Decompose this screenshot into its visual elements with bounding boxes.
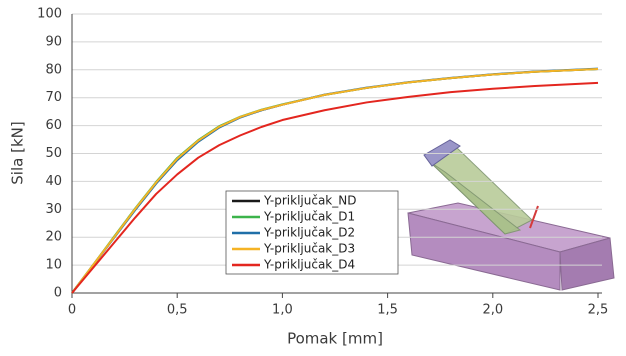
y-axis-label: Sila [kN] bbox=[9, 121, 27, 184]
y-tick-label: 100 bbox=[37, 7, 62, 22]
y-tick-label: 20 bbox=[45, 230, 62, 245]
chart: 0 10 20 30 40 50 60 70 80 90 100 0 0,5 1,0 1,5 2,0 2,5 Y… bbox=[0, 0, 626, 352]
y-tick-label: 80 bbox=[45, 62, 62, 77]
x-tick-label: 0 bbox=[68, 303, 76, 318]
page: {"chart_data": { "type": "line", "x_labe… bbox=[0, 0, 626, 352]
y-tick-label: 0 bbox=[54, 286, 62, 301]
y-tick-label: 90 bbox=[45, 34, 62, 49]
y-tick-label: 70 bbox=[45, 90, 62, 105]
legend-label: Y-priključak_D2 bbox=[263, 226, 355, 240]
x-tick-label: 0,5 bbox=[167, 303, 188, 318]
y-tick-label: 10 bbox=[45, 258, 62, 273]
x-axis-label: Pomak [mm] bbox=[287, 330, 383, 348]
x-tick-label: 1,5 bbox=[377, 303, 398, 318]
y-tick-label: 60 bbox=[45, 118, 62, 133]
y-tick-label: 40 bbox=[45, 174, 62, 189]
x-tick-label: 1,0 bbox=[272, 303, 293, 318]
legend-label: Y-priključak_D4 bbox=[263, 258, 355, 272]
x-tick-label: 2,0 bbox=[482, 303, 503, 318]
y-tick-label: 50 bbox=[45, 146, 62, 161]
y-tick-label: 30 bbox=[45, 202, 62, 217]
legend-label: Y-priključak_D3 bbox=[263, 242, 355, 256]
inset-model bbox=[408, 140, 614, 290]
x-tick-label: 2,5 bbox=[588, 303, 609, 318]
legend-label: Y-priključak_ND bbox=[263, 194, 356, 208]
legend-label: Y-priključak_D1 bbox=[263, 210, 355, 224]
